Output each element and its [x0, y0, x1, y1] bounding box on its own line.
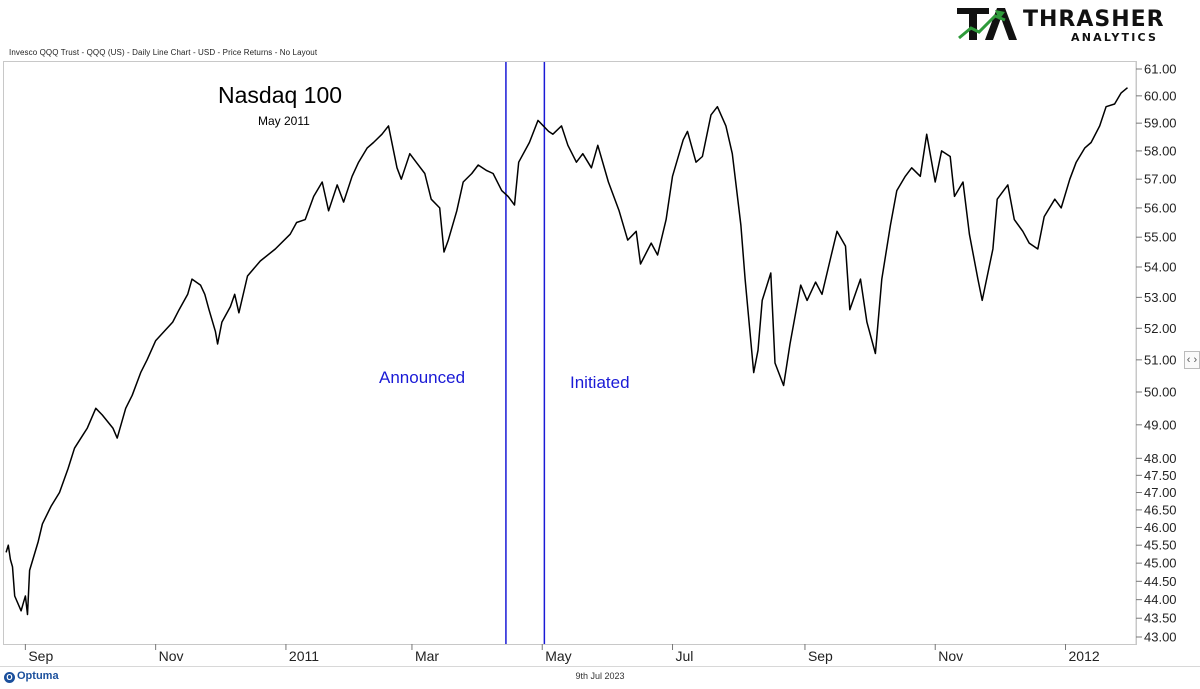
y-tick-label: 47.50 — [1144, 468, 1177, 483]
footer-divider — [0, 666, 1200, 667]
y-tick-label: 48.00 — [1144, 451, 1177, 466]
x-tick-label: Sep — [808, 648, 833, 664]
price-chart: 43.00 43.50 44.00 44.50 45.00 45.50 46.00 46.50… — [5, 62, 1177, 664]
y-tick-label: 49.00 — [1144, 417, 1177, 432]
y-tick-label: 50.00 — [1144, 385, 1177, 400]
y-tick-label: 58.00 — [1144, 143, 1177, 158]
x-tick-label: May — [545, 648, 571, 664]
x-tick-label: Mar — [415, 648, 439, 664]
x-tick-label: Sep — [28, 648, 53, 664]
y-tick-label: 57.00 — [1144, 172, 1177, 187]
logo-wordmark: THRASHER — [1023, 7, 1165, 32]
optuma-logo-icon: O — [4, 672, 15, 683]
ta-logo-mark-icon — [957, 8, 1017, 40]
x-axis: Sep Nov 2011 Mar May Jul Sep Nov 2012 — [24, 644, 1100, 664]
y-tick-label: 56.00 — [1144, 200, 1177, 215]
annotation-lines — [505, 62, 546, 644]
y-tick-label: 44.00 — [1144, 592, 1177, 607]
y-tick-label: 51.00 — [1144, 352, 1177, 367]
annotation-label-announced: Announced — [379, 368, 466, 387]
chart-source-line: Invesco QQQ Trust - QQQ (US) - Daily Lin… — [9, 48, 318, 57]
y-tick-label: 61.00 — [1144, 62, 1177, 77]
price-series-line — [5, 87, 1128, 616]
footer-date: 9th Jul 2023 — [575, 671, 625, 681]
y-tick-label: 44.50 — [1144, 574, 1177, 589]
y-axis: 43.00 43.50 44.00 44.50 45.00 45.50 46.00 46.50… — [1135, 62, 1177, 645]
x-tick-label: 2011 — [289, 648, 319, 664]
x-tick-label: Nov — [159, 648, 184, 664]
x-tick-label: Nov — [938, 648, 963, 664]
y-tick-label: 46.00 — [1144, 520, 1177, 535]
y-tick-label: 55.00 — [1144, 230, 1177, 245]
x-tick-label: 2012 — [1069, 648, 1100, 664]
y-tick-label: 52.00 — [1144, 321, 1177, 336]
y-tick-label: 54.00 — [1144, 259, 1177, 274]
y-tick-label: 47.00 — [1144, 485, 1177, 500]
axis-scroll-tab[interactable]: ‹ › — [1184, 351, 1200, 369]
chart-subtitle: May 2011 — [258, 114, 310, 128]
x-tick-label: Jul — [676, 648, 694, 664]
y-tick-label: 43.00 — [1144, 630, 1177, 645]
annotation-label-initiated: Initiated — [570, 373, 630, 392]
y-tick-label: 60.00 — [1144, 88, 1177, 103]
optuma-logo: O Optuma — [4, 670, 59, 683]
y-tick-label: 43.50 — [1144, 611, 1177, 626]
y-tick-label: 45.50 — [1144, 538, 1177, 553]
y-tick-label: 59.00 — [1144, 116, 1177, 131]
y-tick-label: 46.50 — [1144, 502, 1177, 517]
y-tick-label: 53.00 — [1144, 290, 1177, 305]
optuma-brand-label: Optuma — [17, 670, 59, 682]
thrasher-analytics-logo: THRASHER ANALYTICS — [955, 4, 1165, 44]
logo-subtitle: ANALYTICS — [1071, 31, 1159, 44]
y-tick-label: 45.00 — [1144, 556, 1177, 571]
chart-title: Nasdaq 100 — [218, 82, 343, 108]
